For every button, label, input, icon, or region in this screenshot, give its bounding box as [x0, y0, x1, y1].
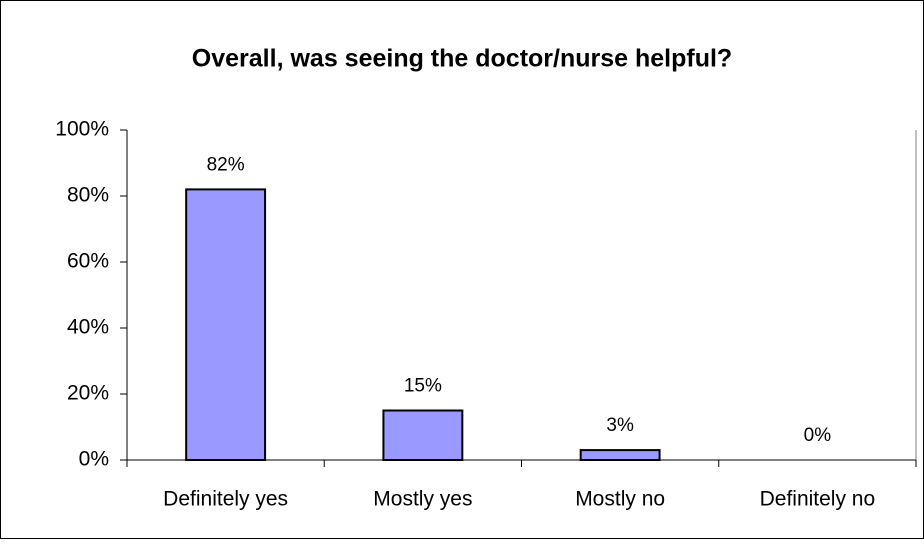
x-tick-label: Definitely no	[760, 488, 876, 511]
bar	[382, 409, 464, 461]
value-label: 0%	[804, 425, 832, 446]
chart-title: Overall, was seeing the doctor/nurse hel…	[192, 45, 732, 73]
x-tick-label: Mostly yes	[373, 488, 472, 511]
y-tick-label: 60%	[67, 250, 109, 273]
y-tick-label: 40%	[67, 316, 109, 339]
value-label: 3%	[606, 415, 634, 436]
x-tick-label: Mostly no	[575, 488, 665, 511]
bar	[579, 449, 661, 462]
bar	[185, 188, 267, 461]
value-label: 15%	[404, 376, 442, 397]
y-tick-label: 80%	[67, 184, 109, 207]
value-label: 82%	[207, 154, 245, 175]
y-tick-label: 0%	[79, 448, 109, 471]
x-tick-label: Definitely yes	[163, 488, 288, 511]
y-tick-label: 100%	[55, 118, 109, 141]
y-tick-label: 20%	[67, 382, 109, 405]
